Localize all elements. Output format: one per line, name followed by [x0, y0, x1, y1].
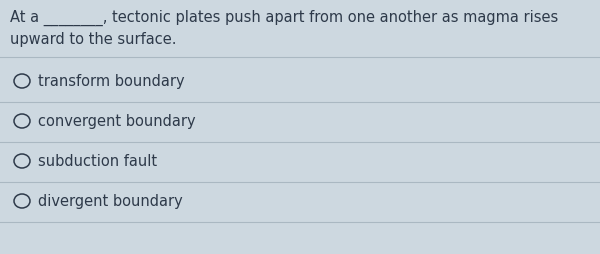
Text: subduction fault: subduction fault — [38, 154, 157, 169]
Text: upward to the surface.: upward to the surface. — [10, 32, 176, 47]
Text: divergent boundary: divergent boundary — [38, 194, 183, 209]
Text: transform boundary: transform boundary — [38, 74, 185, 89]
Text: convergent boundary: convergent boundary — [38, 114, 196, 129]
Text: At a ________, tectonic plates push apart from one another as magma rises: At a ________, tectonic plates push apar… — [10, 10, 558, 26]
